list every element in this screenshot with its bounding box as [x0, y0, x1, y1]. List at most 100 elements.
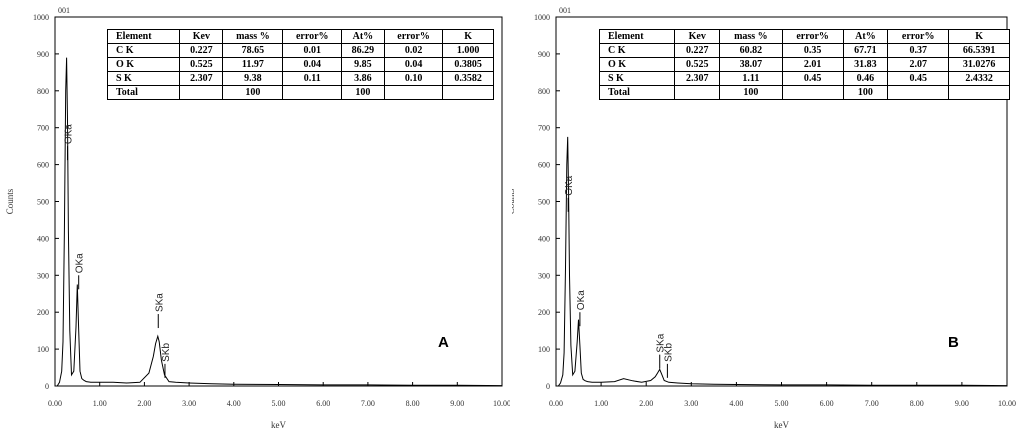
x-tick-label: 7.00	[865, 399, 879, 408]
table-cell	[383, 85, 444, 100]
panel-tag: A	[438, 334, 449, 351]
table-header-cell: error%	[383, 29, 444, 44]
y-tick-label: 500	[37, 198, 49, 207]
x-tick-label: 2.00	[639, 399, 653, 408]
composition-table-b: Element Kev mass % error% At% error% K C K 0.227…	[598, 29, 1010, 100]
spectrum-line	[557, 136, 1008, 387]
table-cell: 86.29	[340, 43, 385, 58]
table-cell	[179, 85, 224, 100]
table-header-cell: Kev	[179, 29, 224, 44]
table-cell: 100	[340, 85, 385, 100]
table-cell: 1.11	[719, 71, 783, 86]
table-cell: 38.07	[719, 57, 783, 72]
table-header-cell: Element	[106, 29, 181, 44]
y-tick-label: 700	[538, 124, 550, 133]
table-header-cell: At%	[340, 29, 385, 44]
table-cell: 0.227	[674, 43, 721, 58]
peak-label: OKa	[576, 290, 587, 310]
table-row: C K 0.227 60.82 0.35 67.71 0.37 66.5391	[598, 43, 1010, 58]
peak-label: SKb	[663, 343, 674, 362]
table-cell	[948, 85, 1010, 100]
table-row: C K 0.227 78.65 0.01 86.29 0.02 1.000	[106, 43, 494, 58]
x-tick-label: 2.00	[137, 399, 151, 408]
table-cell: 0.3805	[442, 57, 494, 72]
table-cell: 100	[719, 85, 783, 100]
x-tick-label: 10.00	[998, 399, 1016, 408]
y-tick-label: 900	[538, 50, 550, 59]
eds-spectrum-a: 001 0 100 200 300 400 500 600 700 800 900 1000 0.00 1…	[0, 0, 510, 435]
x-tick-label: 3.00	[684, 399, 698, 408]
table-cell: 2.307	[179, 71, 224, 86]
x-tick-label: 9.00	[450, 399, 464, 408]
y-tick-label: 600	[37, 161, 49, 170]
composition-table-a: Element Kev mass % error% At% error% K C K 0.227…	[106, 29, 494, 100]
y-tick-label: 0	[546, 382, 550, 391]
table-cell: S K	[106, 71, 181, 86]
y-tick-label: 400	[538, 234, 550, 243]
x-tick-label: 1.00	[594, 399, 608, 408]
x-axis-label: keV	[271, 420, 286, 430]
table-cell: 0.04	[282, 57, 342, 72]
y-axis-label: Counts	[512, 188, 516, 214]
table-cell: 0.04	[383, 57, 444, 72]
table-cell: O K	[598, 57, 676, 72]
x-tick-label: 7.00	[361, 399, 375, 408]
table-header-cell: error%	[887, 29, 950, 44]
y-axis-label: Counts	[5, 188, 15, 214]
y-tick-label: 0	[45, 382, 49, 391]
table-cell: 2.4332	[948, 71, 1010, 86]
table-cell	[282, 85, 342, 100]
x-tick-label: 0.00	[48, 399, 62, 408]
table-header-cell: K	[948, 29, 1010, 44]
y-tick-label: 700	[37, 124, 49, 133]
table-cell: 0.45	[781, 71, 844, 86]
spectrum-line	[56, 57, 503, 387]
peak-label: OKa	[64, 124, 75, 144]
peak-label: SKa	[656, 333, 667, 352]
table-cell: Total	[598, 85, 676, 100]
x-tick-label: 8.00	[910, 399, 924, 408]
table-cell: 3.86	[340, 71, 385, 86]
table-cell: 2.01	[781, 57, 844, 72]
x-tick-label: 0.00	[549, 399, 563, 408]
spectrum-label: 001	[559, 6, 571, 15]
y-tick-label: 800	[538, 87, 550, 96]
y-tick-label: 500	[538, 198, 550, 207]
y-tick-label: 800	[37, 87, 49, 96]
spectrum-chart-b: 001 0 100 200 300 400 500 600 700 800 900 1000 0.00 1…	[512, 6, 1016, 430]
x-tick-label: 9.00	[955, 399, 969, 408]
eds-spectrum-b: 001 0 100 200 300 400 500 600 700 800 900 1000 0.00 1…	[512, 0, 1024, 435]
table-cell: 0.11	[282, 71, 342, 86]
y-tick-label: 400	[37, 234, 49, 243]
table-cell: 0.45	[887, 71, 950, 86]
x-tick-label: 3.00	[182, 399, 196, 408]
table-cell: 66.5391	[948, 43, 1010, 58]
table-header-row: Element Kev mass % error% At% error% K	[106, 29, 494, 44]
table-header-cell: Kev	[674, 29, 721, 44]
peak-label: SKa	[154, 293, 165, 312]
table-cell: 0.35	[781, 43, 844, 58]
y-tick-label: 300	[37, 271, 49, 280]
y-tick-label: 200	[37, 308, 49, 317]
table-cell: 1.000	[442, 43, 494, 58]
x-tick-label: 4.00	[227, 399, 241, 408]
y-tick-label: 1000	[33, 13, 49, 22]
table-cell: 9.38	[222, 71, 284, 86]
table-header-cell: error%	[282, 29, 342, 44]
peak-label: SKb	[161, 343, 172, 362]
table-row: O K 0.525 11.97 0.04 9.85 0.04 0.3805	[106, 57, 494, 72]
x-tick-label: 5.00	[272, 399, 286, 408]
table-header-cell: Element	[598, 29, 676, 44]
table-cell: C K	[598, 43, 676, 58]
table-header-cell: mass %	[719, 29, 783, 44]
x-tick-label: 8.00	[406, 399, 420, 408]
table-row: O K 0.525 38.07 2.01 31.83 2.07 31.0276	[598, 57, 1010, 72]
table-cell: 0.525	[179, 57, 224, 72]
y-tick-label: 600	[538, 161, 550, 170]
x-axis-label: keV	[774, 420, 789, 430]
table-cell: 78.65	[222, 43, 284, 58]
table-cell	[887, 85, 950, 100]
x-tick-label: 5.00	[775, 399, 789, 408]
x-tick-label: 10.00	[493, 399, 510, 408]
table-cell: 31.83	[842, 57, 889, 72]
